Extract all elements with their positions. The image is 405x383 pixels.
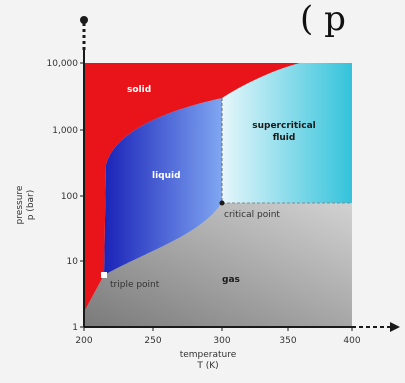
y-tick-100: 100 xyxy=(61,192,78,202)
triple-point-label: triple point xyxy=(110,280,160,290)
critical-point-marker xyxy=(219,200,225,206)
x-tick-marks xyxy=(83,327,353,331)
y-tick-1000: 1,000 xyxy=(52,126,78,136)
solid-label: solid xyxy=(127,85,151,95)
x-tick-200: 200 xyxy=(75,336,92,346)
x-tick-350: 350 xyxy=(279,336,296,346)
y-tick-1: 1 xyxy=(72,323,78,333)
y-axis-title: pressure xyxy=(15,185,25,224)
supercritical-label: supercritical xyxy=(252,121,316,131)
liquid-label: liquid xyxy=(152,171,181,181)
y-tick-marks xyxy=(80,62,84,328)
solid-region xyxy=(84,63,300,312)
y-tick-10000: 10,000 xyxy=(47,59,79,69)
y-axis-unit: p (bar) xyxy=(26,190,36,221)
y-axis-arrow xyxy=(80,16,88,24)
x-axis-title: temperature xyxy=(180,350,237,360)
gas-label: gas xyxy=(222,275,240,285)
supercritical-region xyxy=(222,63,352,203)
gas-region xyxy=(84,203,352,327)
x-tick-300: 300 xyxy=(213,336,230,346)
triple-point-marker xyxy=(101,272,107,278)
x-tick-250: 250 xyxy=(144,336,161,346)
liquid-region xyxy=(104,98,222,275)
x-axis-unit: T (K) xyxy=(196,361,218,371)
y-tick-10: 10 xyxy=(67,257,79,267)
cropped-header-text: ( p xyxy=(300,0,346,39)
x-tick-400: 400 xyxy=(343,336,360,346)
supercritical-label-line2: fluid xyxy=(273,133,296,143)
critical-point-label: critical point xyxy=(224,210,280,220)
x-axis-arrow xyxy=(390,322,400,332)
